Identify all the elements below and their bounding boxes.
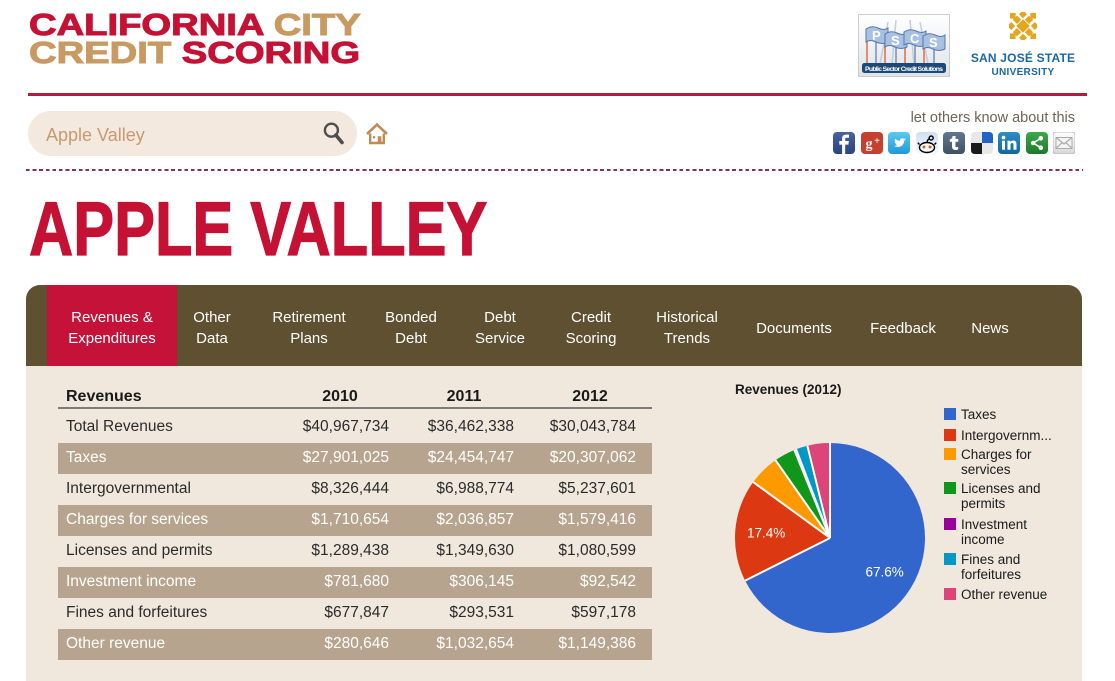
svg-text:67.6%: 67.6%: [865, 565, 903, 580]
svg-text:17.4%: 17.4%: [747, 526, 785, 541]
svg-text:P: P: [872, 28, 881, 43]
svg-text:Public Sector Credit Solutions: Public Sector Credit Solutions: [865, 66, 943, 73]
svg-text:C: C: [910, 31, 920, 46]
svg-text:S: S: [891, 33, 900, 48]
svg-text:S: S: [929, 35, 938, 50]
svg-text:+: +: [874, 136, 880, 147]
svg-text:g: g: [865, 137, 872, 152]
